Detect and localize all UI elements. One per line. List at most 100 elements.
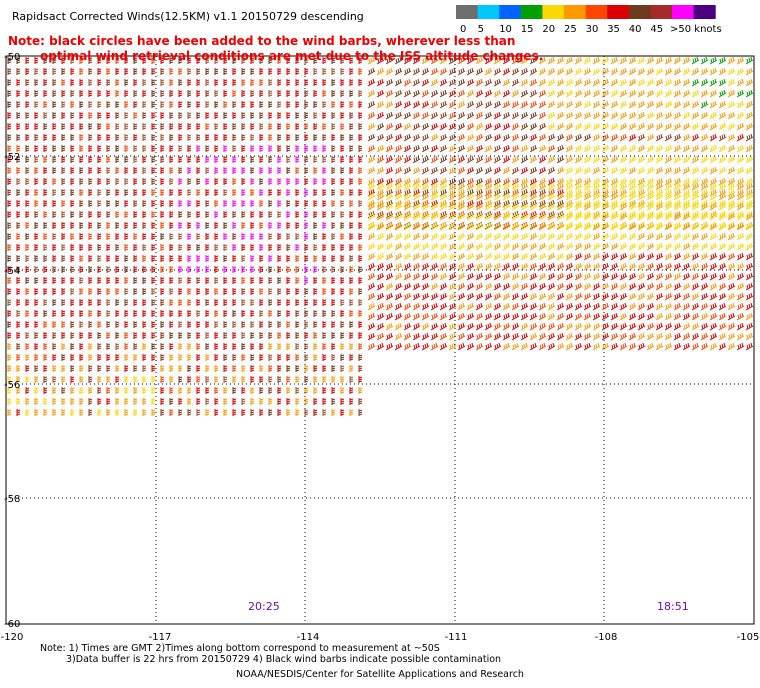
wind-barb [295,310,300,317]
wind-barb [70,167,75,174]
wind-barb [430,89,439,98]
wind-barb [16,189,21,196]
wind-barb [403,312,412,321]
wind-barb [421,155,430,164]
wind-barb [286,112,291,119]
wind-barb [196,332,201,339]
wind-barb [7,57,12,64]
wind-barb [439,166,448,175]
wind-barb [79,244,84,251]
wind-barb [646,78,655,87]
wind-barb [394,144,403,153]
wind-barb [223,354,228,361]
wind-barb [295,277,300,284]
wind-barb [25,233,30,240]
wind-barb [286,90,291,97]
wind-barb [385,166,394,175]
wind-barb [412,212,421,221]
wind-barb [79,255,84,262]
wind-barb [61,343,66,350]
wind-barb [232,354,237,361]
wind-barb [160,266,165,273]
legend-swatch [542,5,565,19]
wind-barb [367,122,376,131]
wind-barb [142,189,147,196]
wind-barb [232,123,237,130]
legend-label: 25 [564,24,577,35]
wind-barb [322,376,327,383]
wind-barb [412,56,421,65]
wind-barb [637,144,646,153]
wind-barb [718,222,727,231]
wind-barb [403,262,412,271]
wind-barb [520,272,529,281]
wind-barb [646,302,655,311]
wind-barb [178,68,183,75]
wind-barb [115,332,120,339]
wind-barb [277,189,282,196]
wind-barb [61,277,66,284]
wind-barb [466,302,475,311]
wind-barb [61,57,66,64]
wind-barb [16,79,21,86]
wind-barb [61,145,66,152]
wind-barb [484,212,493,221]
wind-barb [340,299,345,306]
wind-barb [646,232,655,241]
wind-barb [7,189,12,196]
wind-barb [151,255,156,262]
wind-barb [538,222,547,231]
wind-barb [430,322,439,331]
wind-barb [313,321,318,328]
wind-barb [124,233,129,240]
wind-barb [673,322,682,331]
wind-barb [673,242,682,251]
wind-barb [556,212,565,221]
wind-barb [160,178,165,185]
wind-barb [376,282,385,291]
wind-barb [376,342,385,351]
wind-barb [628,182,637,191]
wind-barb [664,302,673,311]
wind-barb [448,332,457,341]
wind-barb [277,310,282,317]
wind-barb [106,376,111,383]
wind-barb [214,57,219,64]
wind-barb [286,255,291,262]
wind-barb [277,167,282,174]
wind-barb [727,144,736,153]
wind-barb [682,252,691,261]
wind-barb [322,156,327,163]
wind-barb [358,134,363,141]
wind-barb [160,398,165,405]
wind-barb [259,134,264,141]
wind-barb [709,332,718,341]
wind-barb [205,255,210,262]
wind-barb [79,321,84,328]
wind-barb [673,332,682,341]
wind-barb [637,282,646,291]
wind-barb [160,365,165,372]
wind-barb [448,262,457,271]
wind-barb [385,78,394,87]
wind-barb [385,202,394,211]
wind-barb [349,332,354,339]
wind-barb [727,282,736,291]
wind-barb [133,68,138,75]
wind-barb [304,244,309,251]
wind-barb [511,292,520,301]
wind-barb [556,133,565,142]
wind-barb [133,310,138,317]
wind-barb [349,365,354,372]
wind-barb [565,292,574,301]
wind-barb [34,310,39,317]
wind-barb [70,321,75,328]
wind-barb [223,288,228,295]
wind-barb [466,111,475,120]
wind-barb [376,89,385,98]
wind-barb [268,343,273,350]
wind-barb [250,101,255,108]
wind-barb [106,233,111,240]
wind-barb [403,67,412,76]
wind-barb [232,145,237,152]
